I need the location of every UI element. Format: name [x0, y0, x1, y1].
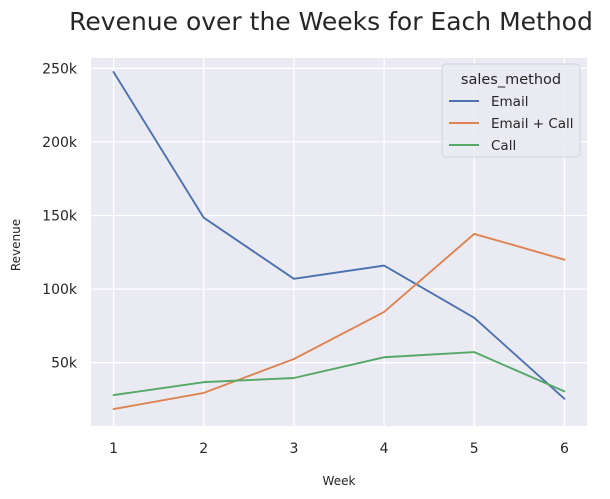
legend-entry-1: Email — [491, 94, 528, 110]
x-axis-ticks: 1 2 3 4 5 6 — [109, 441, 569, 457]
series-line-2 — [112, 232, 566, 411]
y-axis-ticks: 50k 100k 150k 200k 250k — [42, 61, 78, 371]
x-axis-label: Week — [323, 474, 356, 488]
y-tick-label: 150k — [42, 209, 78, 225]
x-tick-label: 3 — [289, 441, 298, 457]
series-line-1 — [112, 71, 566, 400]
y-tick-label: 50k — [51, 356, 78, 372]
x-tick-label: 6 — [560, 441, 569, 457]
legend-entry-3: Call — [491, 138, 516, 154]
x-tick-label: 4 — [380, 441, 389, 457]
x-tick-label: 2 — [199, 441, 208, 457]
y-tick-label: 100k — [42, 282, 78, 298]
legend-title: sales_method — [461, 72, 561, 88]
x-tick-label: 5 — [470, 441, 479, 457]
legend: sales_method Email Email + Call Call — [441, 63, 581, 158]
x-tick-label: 1 — [109, 441, 118, 457]
legend-box — [441, 63, 581, 158]
y-tick-label: 250k — [42, 61, 78, 77]
y-tick-label: 200k — [42, 135, 78, 151]
series-line-3 — [112, 351, 566, 397]
series-lines — [112, 71, 566, 411]
chart-title: Revenue over the Weeks for Each Method — [69, 7, 593, 36]
legend-entry-2: Email + Call — [491, 116, 574, 132]
y-axis-label: Revenue — [9, 219, 23, 271]
